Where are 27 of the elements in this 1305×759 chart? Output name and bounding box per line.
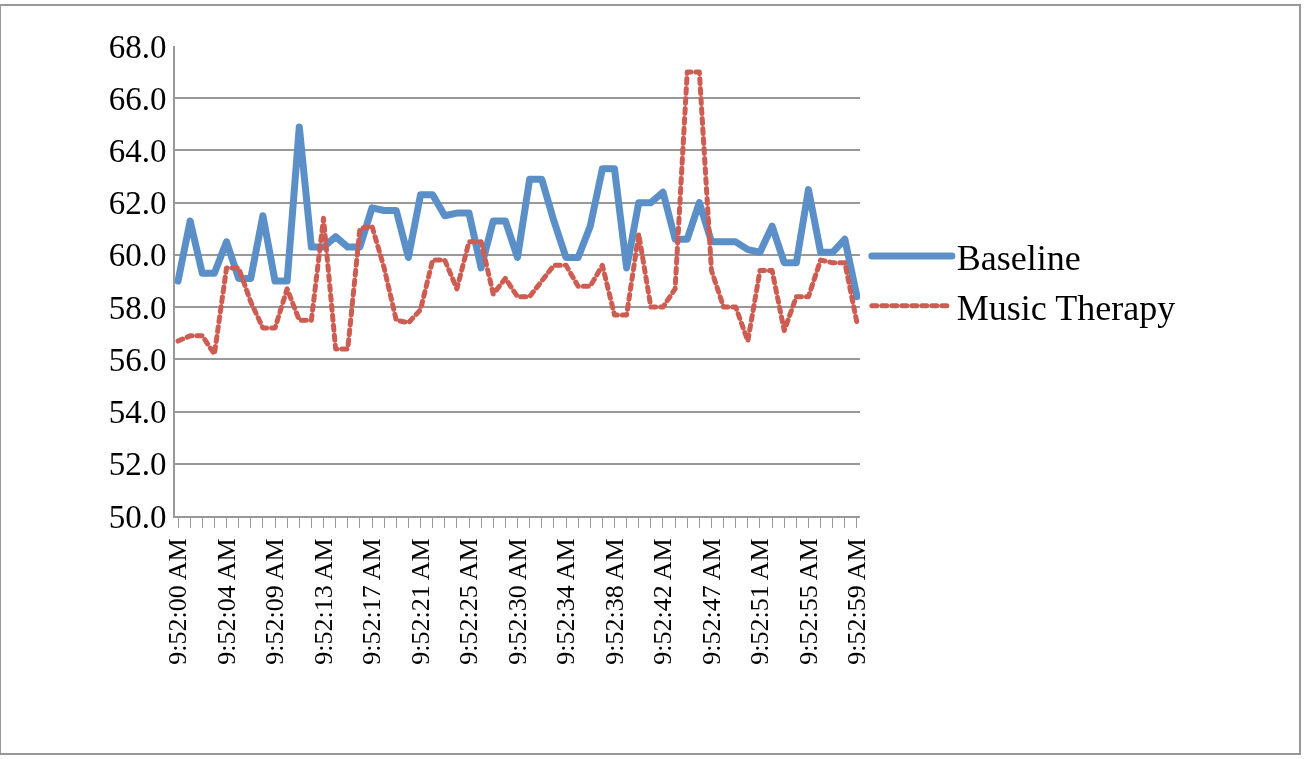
y-tick-label: 62.0 [108,185,167,222]
x-tick-label: 9:52:13 AM [308,538,338,665]
x-tick-label: 9:52:42 AM [648,538,678,665]
y-tick-label: 56.0 [108,341,167,378]
x-tick-label: 9:52:34 AM [551,538,581,665]
y-tick-label: 64.0 [108,132,167,169]
x-tick-label: 9:52:00 AM [163,538,193,665]
y-tick-label: 60.0 [108,237,167,274]
x-tick-label: 9:52:51 AM [745,538,775,665]
x-tick-label: 9:52:59 AM [842,538,872,665]
y-tick-label: 52.0 [108,446,167,483]
x-tick-label: 9:52:30 AM [502,538,532,665]
y-tick-label: 66.0 [108,80,167,117]
x-tick-label: 9:52:38 AM [599,538,629,665]
y-tick-label: 58.0 [108,289,167,326]
y-tick-label: 68.0 [108,28,167,65]
legend-label: Music Therapy [956,287,1176,328]
y-tick-label: 54.0 [108,394,167,431]
x-tick-label: 9:52:25 AM [454,538,484,665]
x-tick-label: 9:52:09 AM [260,538,290,665]
x-tick-label: 9:52:04 AM [211,538,241,665]
y-tick-label: 50.0 [108,498,167,535]
x-tick-label: 9:52:17 AM [357,538,387,665]
x-tick-label: 9:52:47 AM [696,538,726,665]
x-tick-label: 9:52:55 AM [793,538,823,665]
legend-label: Baseline [956,237,1081,278]
x-tick-label: 9:52:21 AM [405,538,435,665]
